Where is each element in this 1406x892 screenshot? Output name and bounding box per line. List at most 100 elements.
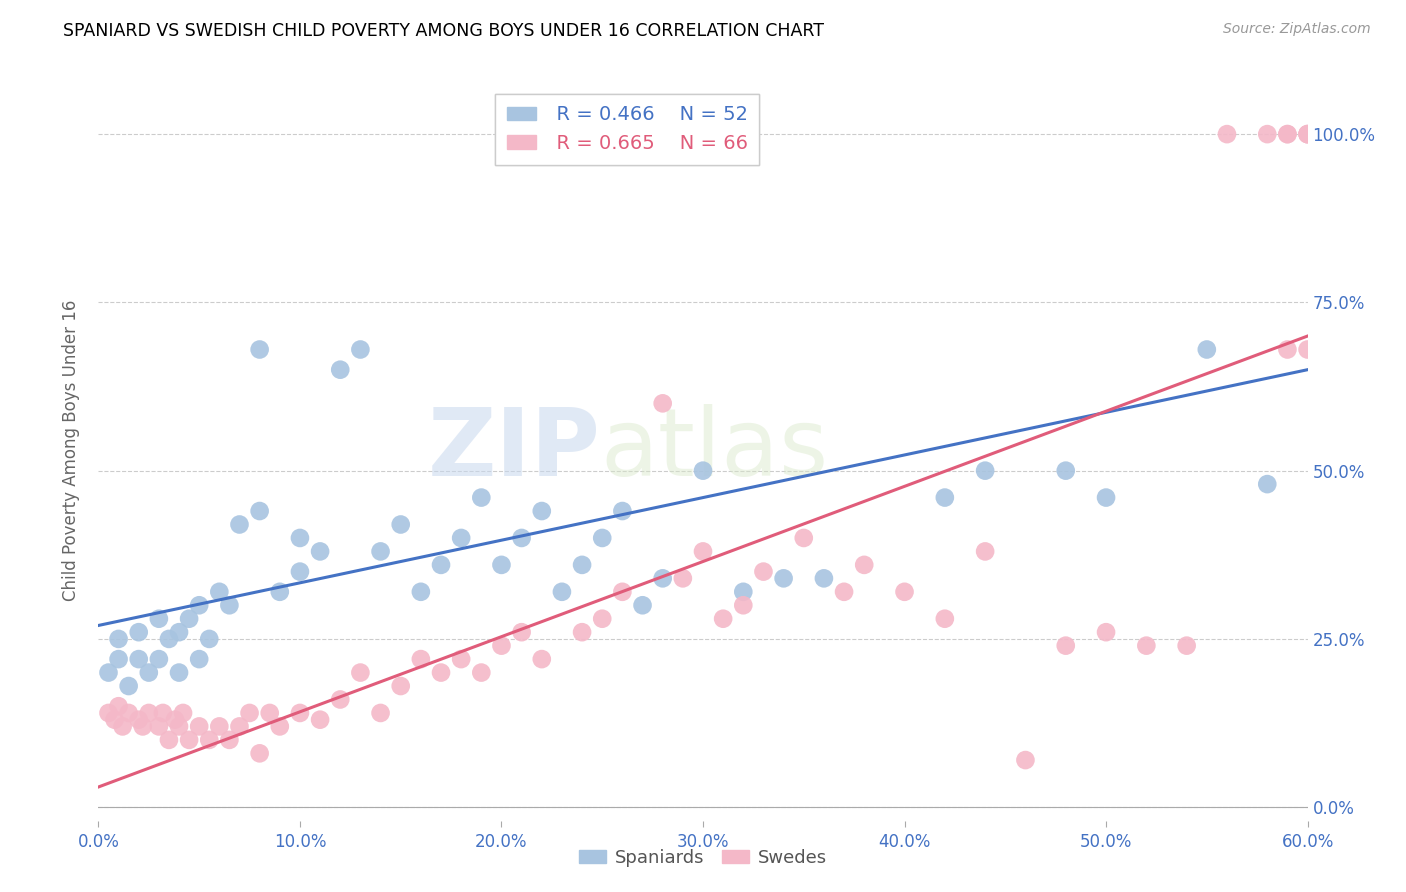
Point [389, 679, 412, 693]
Point [733, 584, 755, 599]
Point [853, 558, 876, 572]
Point [974, 464, 997, 478]
Point [571, 625, 593, 640]
Point [309, 713, 332, 727]
Point [179, 732, 201, 747]
Point [974, 544, 997, 558]
Point [148, 612, 170, 626]
Point [329, 362, 352, 376]
Point [163, 713, 186, 727]
Point [470, 665, 492, 680]
Point [218, 599, 240, 613]
Point [128, 652, 150, 666]
Point [430, 558, 453, 572]
Point [1095, 491, 1118, 505]
Point [128, 713, 150, 727]
Point [249, 747, 271, 761]
Point [188, 599, 211, 613]
Point [510, 531, 533, 545]
Point [813, 571, 835, 585]
Point [1095, 625, 1118, 640]
Point [107, 699, 129, 714]
Point [893, 584, 915, 599]
Point [793, 531, 815, 545]
Legend:   R = 0.466    N = 52,   R = 0.665    N = 66: R = 0.466 N = 52, R = 0.665 N = 66 [495, 94, 759, 165]
Point [530, 504, 553, 518]
Point [167, 719, 190, 733]
Point [128, 625, 150, 640]
Point [157, 732, 180, 747]
Point [1277, 127, 1299, 141]
Point [1296, 127, 1319, 141]
Point [450, 531, 472, 545]
Point [1296, 127, 1319, 141]
Point [1054, 464, 1077, 478]
Point [1216, 127, 1239, 141]
Point [651, 396, 673, 410]
Point [188, 652, 211, 666]
Y-axis label: Child Poverty Among Boys Under 16: Child Poverty Among Boys Under 16 [62, 300, 80, 601]
Point [389, 517, 412, 532]
Point [409, 652, 432, 666]
Point [1054, 639, 1077, 653]
Point [1256, 477, 1278, 491]
Point [491, 639, 513, 653]
Point [259, 706, 281, 720]
Point [772, 571, 794, 585]
Point [631, 599, 654, 613]
Point [733, 599, 755, 613]
Point [571, 558, 593, 572]
Point [97, 706, 120, 720]
Point [107, 652, 129, 666]
Point [591, 612, 613, 626]
Point [138, 706, 160, 720]
Point [148, 719, 170, 733]
Point [228, 719, 250, 733]
Point [208, 719, 231, 733]
Point [370, 544, 392, 558]
Point [249, 343, 271, 357]
Text: ZIP: ZIP [427, 404, 600, 497]
Point [118, 706, 141, 720]
Point [138, 665, 160, 680]
Point [672, 571, 695, 585]
Point [1296, 127, 1319, 141]
Point [1277, 127, 1299, 141]
Point [1014, 753, 1036, 767]
Point [288, 706, 311, 720]
Point [198, 632, 221, 646]
Legend: Spaniards, Swedes: Spaniards, Swedes [571, 842, 835, 874]
Point [148, 652, 170, 666]
Point [208, 584, 231, 599]
Point [107, 632, 129, 646]
Point [288, 565, 311, 579]
Point [157, 632, 180, 646]
Text: SPANIARD VS SWEDISH CHILD POVERTY AMONG BOYS UNDER 16 CORRELATION CHART: SPANIARD VS SWEDISH CHILD POVERTY AMONG … [63, 22, 824, 40]
Point [370, 706, 392, 720]
Point [430, 665, 453, 680]
Text: Source: ZipAtlas.com: Source: ZipAtlas.com [1223, 22, 1371, 37]
Point [1296, 343, 1319, 357]
Point [218, 732, 240, 747]
Point [167, 665, 190, 680]
Point [491, 558, 513, 572]
Point [239, 706, 262, 720]
Point [934, 612, 956, 626]
Point [269, 719, 291, 733]
Point [612, 504, 634, 518]
Point [309, 544, 332, 558]
Point [591, 531, 613, 545]
Point [651, 571, 673, 585]
Point [1195, 343, 1218, 357]
Point [269, 584, 291, 599]
Point [103, 713, 125, 727]
Point [188, 719, 211, 733]
Point [832, 584, 855, 599]
Point [111, 719, 134, 733]
Point [1175, 639, 1198, 653]
Point [179, 612, 201, 626]
Point [1135, 639, 1157, 653]
Point [1256, 127, 1278, 141]
Point [612, 584, 634, 599]
Point [97, 665, 120, 680]
